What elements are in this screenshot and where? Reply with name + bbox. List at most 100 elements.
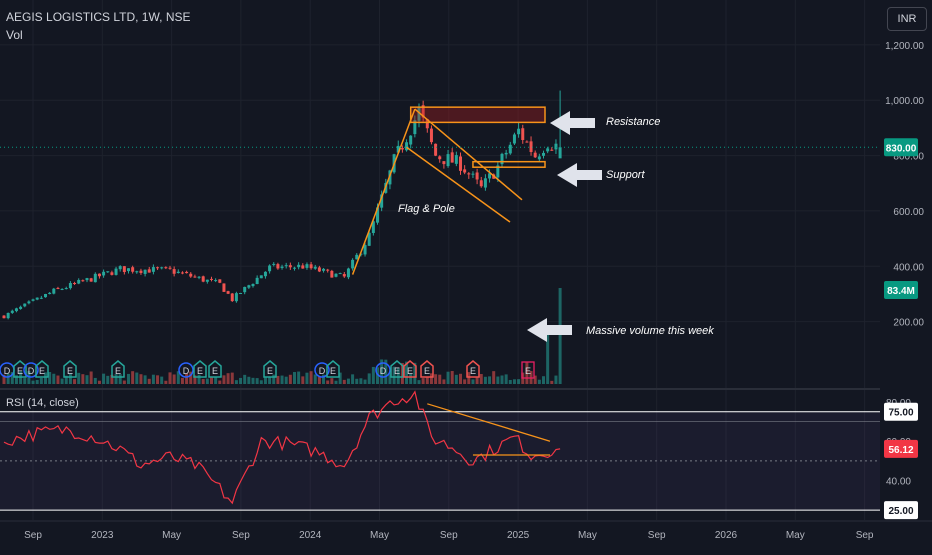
event-marker-text: D <box>28 366 35 376</box>
volume-bar <box>454 374 458 384</box>
volume-bar <box>197 374 201 384</box>
annotations: Flag & Pole Resistance Support Massive volu… <box>0 106 880 342</box>
candle-body <box>546 148 550 152</box>
candle-body <box>317 267 321 272</box>
event-marker-text: D <box>183 366 190 376</box>
rsi-75-tag: 75.00 <box>888 408 913 419</box>
candle-body <box>351 259 355 269</box>
volume-bar <box>338 372 342 384</box>
candle-body <box>376 207 379 223</box>
volume-bar <box>442 379 446 384</box>
volume-bar <box>334 380 338 384</box>
dividend-marker <box>178 362 194 378</box>
candle-body <box>19 306 23 309</box>
volume-bar <box>39 377 43 384</box>
candle-body <box>10 310 14 313</box>
resistance-label: Resistance <box>606 116 660 128</box>
candle-body <box>210 278 213 280</box>
candle-body <box>263 271 267 277</box>
volume-bar <box>151 374 155 384</box>
volume-bar <box>276 375 280 384</box>
volume-bar <box>164 380 168 384</box>
volume-bar <box>44 372 47 384</box>
rsi-label[interactable]: RSI (14, close) <box>6 397 79 409</box>
earnings-marker <box>35 360 49 378</box>
volume-bar <box>463 379 467 384</box>
volume-bar <box>396 368 400 384</box>
candle-body <box>14 308 18 312</box>
volume-bar <box>483 376 487 384</box>
rsi-bands <box>0 411 880 511</box>
candle-body <box>77 279 81 284</box>
candle-body <box>106 271 110 273</box>
volume-bar <box>127 373 130 384</box>
candle-body <box>214 280 218 282</box>
volume-bar <box>446 371 450 384</box>
time-scale-background <box>0 521 932 550</box>
candle-body <box>56 287 60 289</box>
upcoming-earnings-marker <box>521 361 535 379</box>
volume-bar <box>48 372 52 384</box>
candle-body <box>550 149 554 151</box>
pattern-label: Flag & Pole <box>398 203 455 215</box>
candle-body <box>35 297 39 300</box>
volume-bar <box>118 374 122 384</box>
candle-body <box>151 267 155 272</box>
volume-bar <box>263 377 267 384</box>
candle-body <box>172 269 176 274</box>
volume-bar <box>355 378 359 384</box>
currency-button[interactable]: INR <box>887 7 927 31</box>
event-marker-text: E <box>67 366 73 376</box>
volume-bar <box>226 373 230 384</box>
volume-bar <box>280 375 284 384</box>
candle-body <box>309 264 313 269</box>
candle-body <box>400 148 404 150</box>
volume-bar <box>214 376 218 384</box>
earnings-marker <box>193 360 207 378</box>
volume-label[interactable]: Vol <box>6 28 23 42</box>
volume-bar <box>309 371 313 384</box>
candle-body <box>259 275 263 279</box>
volume-bar <box>367 373 371 384</box>
candle-body <box>127 268 130 272</box>
candle-body <box>272 263 276 265</box>
symbol-title[interactable]: AEGIS LOGISTICS LTD, 1W, NSE <box>6 10 191 24</box>
candle-body <box>421 105 425 118</box>
volume-bar <box>293 372 296 384</box>
candle-body <box>454 155 458 164</box>
volume-bar <box>143 375 147 384</box>
time-tick-label: 2025 <box>507 530 530 541</box>
candle-body <box>537 156 541 160</box>
volume-bar <box>554 375 558 384</box>
volume-bar <box>537 379 541 384</box>
time-tick-label: Sep <box>440 530 458 541</box>
candle-body <box>459 156 462 171</box>
candle-body <box>64 288 68 290</box>
candle-body <box>525 141 529 143</box>
volume-bar <box>504 374 508 384</box>
earnings-marker <box>466 360 480 378</box>
candle-body <box>529 141 533 153</box>
rsi-25-tag-background <box>884 501 918 520</box>
volume-bar <box>525 362 529 384</box>
upcoming-earnings-text: E <box>525 366 531 376</box>
candle-body <box>388 170 392 185</box>
volume-bar <box>371 366 375 384</box>
candle-body <box>405 142 409 151</box>
dividend-marker <box>314 362 330 378</box>
volume-bar <box>210 376 213 384</box>
volume-bar <box>189 371 193 384</box>
volume-bar <box>346 378 350 384</box>
candle-body <box>288 265 292 268</box>
candle-body <box>39 297 43 299</box>
candle-body <box>533 152 537 158</box>
candle-body <box>251 283 255 287</box>
price-tick-label: 800.00 <box>893 152 924 163</box>
price-tick-label: 400.00 <box>893 262 924 273</box>
candle-body <box>156 267 160 269</box>
price-tick-label: 1,200.00 <box>885 41 924 52</box>
earnings-marker <box>390 360 404 378</box>
volume-note: Massive volume this week <box>586 325 714 337</box>
